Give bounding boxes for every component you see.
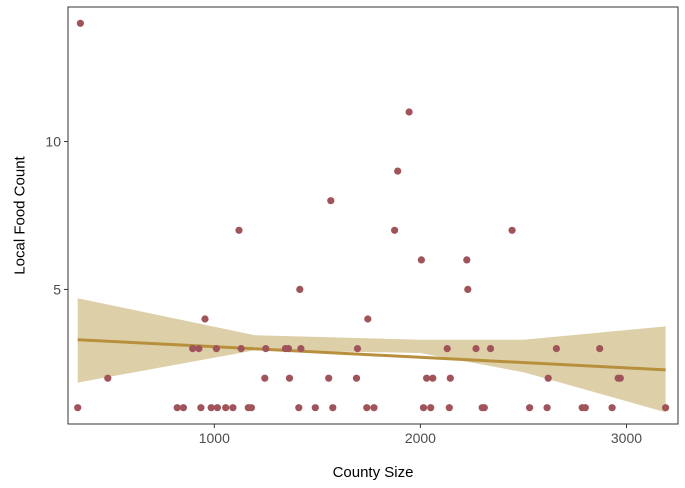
confidence-band-layer (77, 298, 666, 413)
data-point (104, 374, 112, 382)
data-point (394, 167, 402, 175)
data-point (247, 404, 255, 412)
x-tick-label: 3000 (611, 430, 642, 446)
data-point (463, 256, 471, 264)
data-point (173, 404, 181, 412)
axes-layer: 1000 2000 3000 5 10 (45, 134, 642, 446)
data-point (662, 404, 670, 412)
data-point (222, 404, 230, 412)
y-axis-title: Local Food Count (11, 155, 28, 274)
data-point (419, 404, 428, 412)
data-point (544, 374, 552, 382)
data-point (543, 404, 551, 412)
data-point (616, 374, 624, 382)
data-point (179, 404, 187, 412)
data-point (201, 315, 209, 323)
data-point (445, 404, 453, 412)
confidence-band (77, 298, 666, 413)
fit-line (77, 338, 666, 372)
data-point (195, 345, 203, 353)
points-layer (74, 19, 670, 412)
data-point (284, 345, 293, 353)
data-point (581, 404, 589, 412)
x-axis-title: County Size (333, 464, 414, 481)
x-tick-label: 1000 (199, 430, 230, 446)
data-point (229, 404, 237, 412)
data-point (311, 404, 319, 412)
data-point (427, 404, 435, 412)
data-point (237, 345, 245, 353)
data-point (325, 374, 333, 382)
data-point (480, 404, 488, 412)
data-point (197, 404, 205, 412)
data-point (464, 285, 472, 293)
data-point (364, 315, 372, 323)
data-point (352, 374, 361, 382)
data-point (262, 345, 270, 353)
data-point (296, 285, 304, 293)
data-point (596, 345, 604, 353)
y-tick-label: 10 (45, 134, 61, 150)
data-point (552, 345, 561, 353)
data-point (486, 345, 495, 353)
data-point (472, 345, 480, 353)
fit-line-layer (77, 338, 666, 372)
data-point (446, 374, 454, 382)
data-point (608, 404, 616, 412)
y-tick-label: 5 (53, 281, 61, 297)
data-point (213, 404, 221, 412)
data-point (508, 226, 516, 234)
data-point (261, 374, 269, 382)
data-point (235, 226, 243, 234)
data-point (391, 226, 399, 234)
data-point (76, 19, 84, 27)
data-point (189, 345, 197, 353)
data-point (327, 197, 335, 205)
data-point (74, 404, 82, 412)
data-point (297, 345, 305, 353)
data-point (429, 374, 437, 382)
data-point (295, 404, 303, 412)
data-point (285, 374, 294, 382)
data-point (423, 374, 431, 382)
data-point (353, 345, 362, 353)
data-point (363, 404, 371, 412)
data-point (207, 404, 215, 412)
x-tick-label: 2000 (405, 430, 436, 446)
data-point (443, 345, 451, 353)
data-point (417, 256, 425, 264)
data-point (405, 108, 413, 116)
data-point (370, 404, 378, 412)
data-point (212, 345, 220, 353)
panel-border (67, 6, 679, 425)
data-point (329, 404, 337, 412)
data-point (526, 404, 534, 412)
